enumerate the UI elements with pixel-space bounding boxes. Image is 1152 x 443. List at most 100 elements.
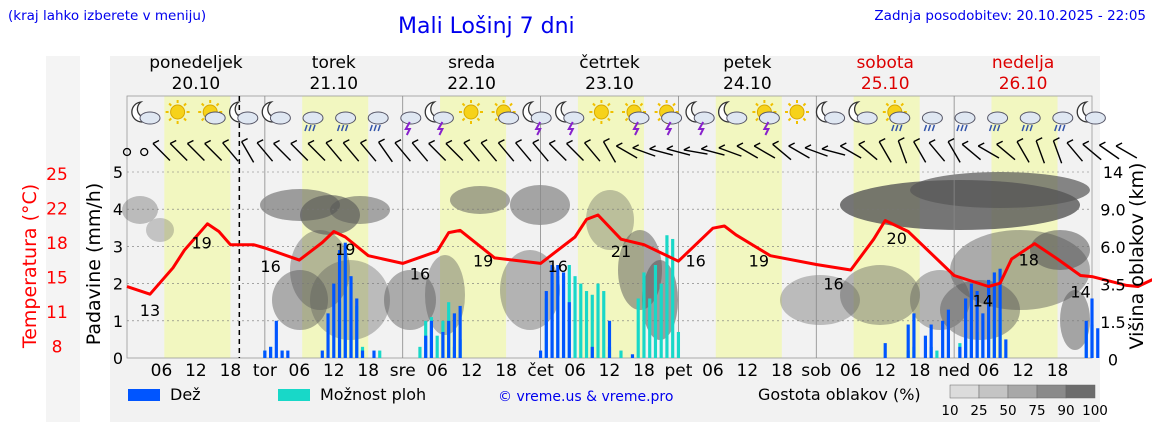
sun-thunder-icon <box>752 100 780 136</box>
shower-bar <box>676 331 681 358</box>
rain-bars <box>263 242 1100 358</box>
wind-barb-icon <box>394 139 411 162</box>
rain-bar <box>1084 320 1088 358</box>
wind-barb-icon <box>858 140 878 161</box>
rain-bar <box>975 291 979 358</box>
rain-bar <box>883 343 887 358</box>
rain-bar <box>964 298 968 358</box>
rain-bar <box>958 346 962 358</box>
wind-barb-icon <box>928 139 946 162</box>
precip-tick: 3 <box>113 237 123 256</box>
precip-tick: 0 <box>113 349 123 368</box>
day-date: 26.10 <box>999 74 1048 94</box>
shower-bar <box>665 235 669 358</box>
moon-thunder-icon <box>424 101 454 136</box>
wind-barb-icon <box>1115 142 1138 159</box>
day-date: 22.10 <box>447 74 496 94</box>
temperature-label: 21 <box>611 242 631 261</box>
x-tick-hour: 06 <box>840 361 862 381</box>
day-date: 25.10 <box>861 74 910 94</box>
cloud-blob <box>910 270 970 330</box>
x-tick-day: sre <box>390 361 416 381</box>
wind-barb-icon <box>683 146 708 155</box>
shower-bar <box>596 283 600 358</box>
day-name: nedelja <box>992 53 1054 73</box>
day-date: 20.10 <box>172 74 221 94</box>
cloud-rain-icon <box>335 111 357 132</box>
cloud-scale-swatch <box>978 384 1009 399</box>
x-tick-day: sob <box>801 361 831 381</box>
rain-bar <box>998 268 1002 358</box>
moon-cloud-icon <box>848 101 878 125</box>
wind-barb-icon <box>788 142 810 159</box>
rain-bar <box>969 283 973 358</box>
cloud-height-tick: 14 <box>1103 163 1123 182</box>
cloud-blob <box>272 270 328 330</box>
wind-barb-icon <box>977 142 1000 159</box>
rain-bar <box>320 350 324 358</box>
cloud-scale-label: 50 <box>999 403 1016 419</box>
x-tick-hour: 18 <box>771 361 793 381</box>
shower-bar <box>584 291 589 358</box>
cloud-scale-swatch <box>1036 384 1067 399</box>
sun-cloud-icon <box>491 100 520 125</box>
wind-barb-icon <box>532 139 549 162</box>
cloud-height-axis-label: Višina oblakov (km) <box>1126 163 1148 350</box>
calm-wind-icon <box>122 147 132 157</box>
wind-barb-icon <box>411 139 429 162</box>
rain-bar <box>561 272 566 358</box>
shower-legend-swatch <box>278 389 310 401</box>
x-tick-hour: 06 <box>426 361 448 381</box>
temperature-tick: 25 <box>46 165 68 185</box>
shower-bar <box>590 294 594 358</box>
day-name: ponedeljek <box>149 53 243 73</box>
wind-barb-icon <box>1099 141 1120 160</box>
rain-bar <box>337 250 342 358</box>
shower-bar <box>418 346 422 358</box>
wind-barb-icon <box>1052 137 1063 164</box>
temperature-series: 13 19 16 19 16 19 16 21 16 19 16 20 14 18 14 <box>126 213 1152 320</box>
temperature-tick: 11 <box>46 303 68 323</box>
wind-barb-icon <box>615 142 638 159</box>
shower-bar <box>653 265 658 358</box>
wind-barb-icon <box>204 139 223 161</box>
moon-cloud-icon <box>261 101 291 125</box>
cloud-blob <box>510 185 570 225</box>
wind-barb-icon <box>1035 137 1046 164</box>
sun-icon <box>165 100 190 124</box>
wind-barb-icon <box>632 144 656 157</box>
shower-bar <box>602 291 606 358</box>
moon-cloud-icon <box>1076 101 1106 125</box>
rain-bar <box>607 320 612 358</box>
wind-barb-icon <box>152 139 171 161</box>
wind-barb-icon <box>273 139 292 161</box>
rain-bar <box>981 313 985 358</box>
wind-barb-icon <box>360 139 377 162</box>
wind-barb-icon <box>378 138 393 163</box>
x-tick-hour: 12 <box>737 361 759 381</box>
x-tick-hour: 06 <box>564 361 586 381</box>
temperature-tick: 15 <box>46 269 68 289</box>
cloud-blob <box>780 275 860 325</box>
cloud-blob <box>1060 290 1090 350</box>
thunderstorm-icon <box>400 111 422 136</box>
cloud-rain-icon <box>367 111 389 132</box>
x-tick-hour: 12 <box>185 361 207 381</box>
temperature-label: 14 <box>1070 283 1090 302</box>
x-tick-hour: 12 <box>461 361 483 381</box>
wind-barb-icon <box>497 139 515 162</box>
wind-barb-icon <box>548 139 567 161</box>
cloud-scale-swatch <box>1007 384 1038 399</box>
rain-bar <box>1004 339 1008 358</box>
rain-bar <box>343 242 347 358</box>
day-name: sreda <box>448 53 495 73</box>
precip-tick: 2 <box>113 275 123 294</box>
rain-bar <box>556 265 560 358</box>
wind-barb-icon <box>1016 137 1030 163</box>
rain-bar <box>452 313 456 358</box>
temperature-label: 16 <box>410 264 430 283</box>
precip-axis-label: Padavine (mm/h) <box>83 183 105 346</box>
precip-tick: 4 <box>113 200 123 219</box>
sun-rain-icon <box>882 100 911 132</box>
